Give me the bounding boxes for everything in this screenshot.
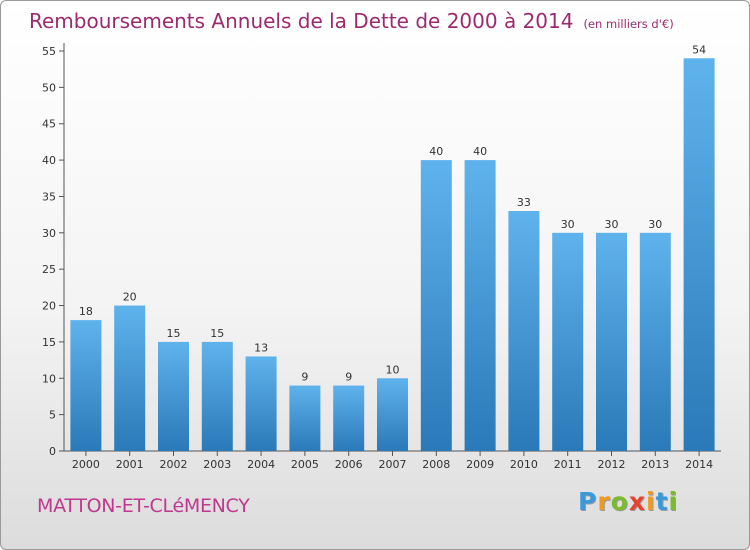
x-tick-label: 2012 [598, 458, 626, 471]
x-tick-label: 2000 [72, 458, 100, 471]
bar-value-label: 33 [517, 196, 531, 209]
bar [245, 356, 277, 451]
bar [70, 320, 102, 451]
bar-value-label: 40 [473, 145, 487, 158]
y-tick-label: 45 [42, 118, 56, 131]
y-tick-label: 55 [42, 45, 56, 58]
y-tick-label: 5 [49, 409, 56, 422]
x-tick-label: 2011 [554, 458, 582, 471]
x-tick-label: 2001 [116, 458, 144, 471]
title-text: Remboursements Annuels de la Dette de 20… [29, 9, 574, 33]
title-unit: (en milliers d'€) [583, 17, 674, 31]
bar [420, 160, 452, 451]
bar [158, 341, 189, 451]
x-tick-label: 2006 [335, 458, 363, 471]
y-tick-label: 0 [49, 445, 56, 458]
bar [508, 211, 540, 451]
bar [464, 160, 496, 451]
logo-letter: t [655, 487, 669, 516]
bar-value-label: 40 [429, 145, 443, 158]
bar-value-label: 15 [210, 327, 224, 340]
proxiti-logo[interactable]: Proxiti [578, 487, 678, 516]
x-tick-label: 2005 [291, 458, 319, 471]
bar-value-label: 9 [301, 371, 308, 384]
bar [683, 58, 715, 451]
y-tick-label: 50 [42, 81, 56, 94]
x-tick-label: 2014 [685, 458, 713, 471]
y-tick-label: 30 [42, 227, 56, 240]
bar [552, 232, 584, 451]
y-tick-label: 15 [42, 336, 56, 349]
x-tick-label: 2007 [379, 458, 407, 471]
logo-letter: r [597, 487, 611, 516]
bar-value-label: 18 [79, 305, 93, 318]
logo-letter: P [578, 487, 598, 516]
y-tick-label: 40 [42, 154, 56, 167]
bar-value-label: 54 [692, 43, 706, 56]
axes: 0 5 10 15 20 25 30 35 40 45 50 55 2000 2001 2002 2003 20… [42, 43, 721, 471]
x-tick-label: 2008 [422, 458, 450, 471]
y-tick-label: 20 [42, 300, 56, 313]
logo-letter: i [646, 487, 656, 516]
bar [596, 232, 627, 451]
y-tick-label: 35 [42, 190, 56, 203]
y-tick-label: 25 [42, 263, 56, 276]
bar [201, 341, 233, 451]
x-tick-label: 2010 [510, 458, 538, 471]
x-tick-label: 2002 [160, 458, 188, 471]
bar-value-label: 9 [345, 371, 352, 384]
bar-value-label: 10 [386, 363, 400, 376]
bar-value-label: 15 [167, 327, 181, 340]
bar [114, 305, 146, 451]
logo-letter: x [628, 487, 646, 516]
commune-name: MATTON-ET-CLéMENCY [37, 495, 250, 517]
logo-letter: o [610, 487, 629, 516]
bar-value-label: 30 [648, 218, 662, 231]
bar-value-label: 30 [605, 218, 619, 231]
bar [377, 378, 408, 451]
bar [639, 232, 671, 451]
chart-title: Remboursements Annuels de la Dette de 20… [29, 9, 674, 33]
bar [333, 385, 365, 451]
y-tick-label: 10 [42, 372, 56, 385]
bars [70, 58, 715, 451]
value-labels: 18 20 15 15 13 9 9 10 40 40 33 30 30 30 54 [79, 43, 706, 383]
x-tick-label: 2004 [247, 458, 275, 471]
bar-value-label: 13 [254, 341, 268, 354]
bar-value-label: 20 [123, 291, 137, 304]
bar [289, 385, 321, 451]
x-tick-label: 2013 [641, 458, 669, 471]
x-tick-label: 2009 [466, 458, 494, 471]
logo-letter: i [668, 487, 679, 516]
x-tick-label: 2003 [203, 458, 231, 471]
bar-value-label: 30 [561, 218, 575, 231]
